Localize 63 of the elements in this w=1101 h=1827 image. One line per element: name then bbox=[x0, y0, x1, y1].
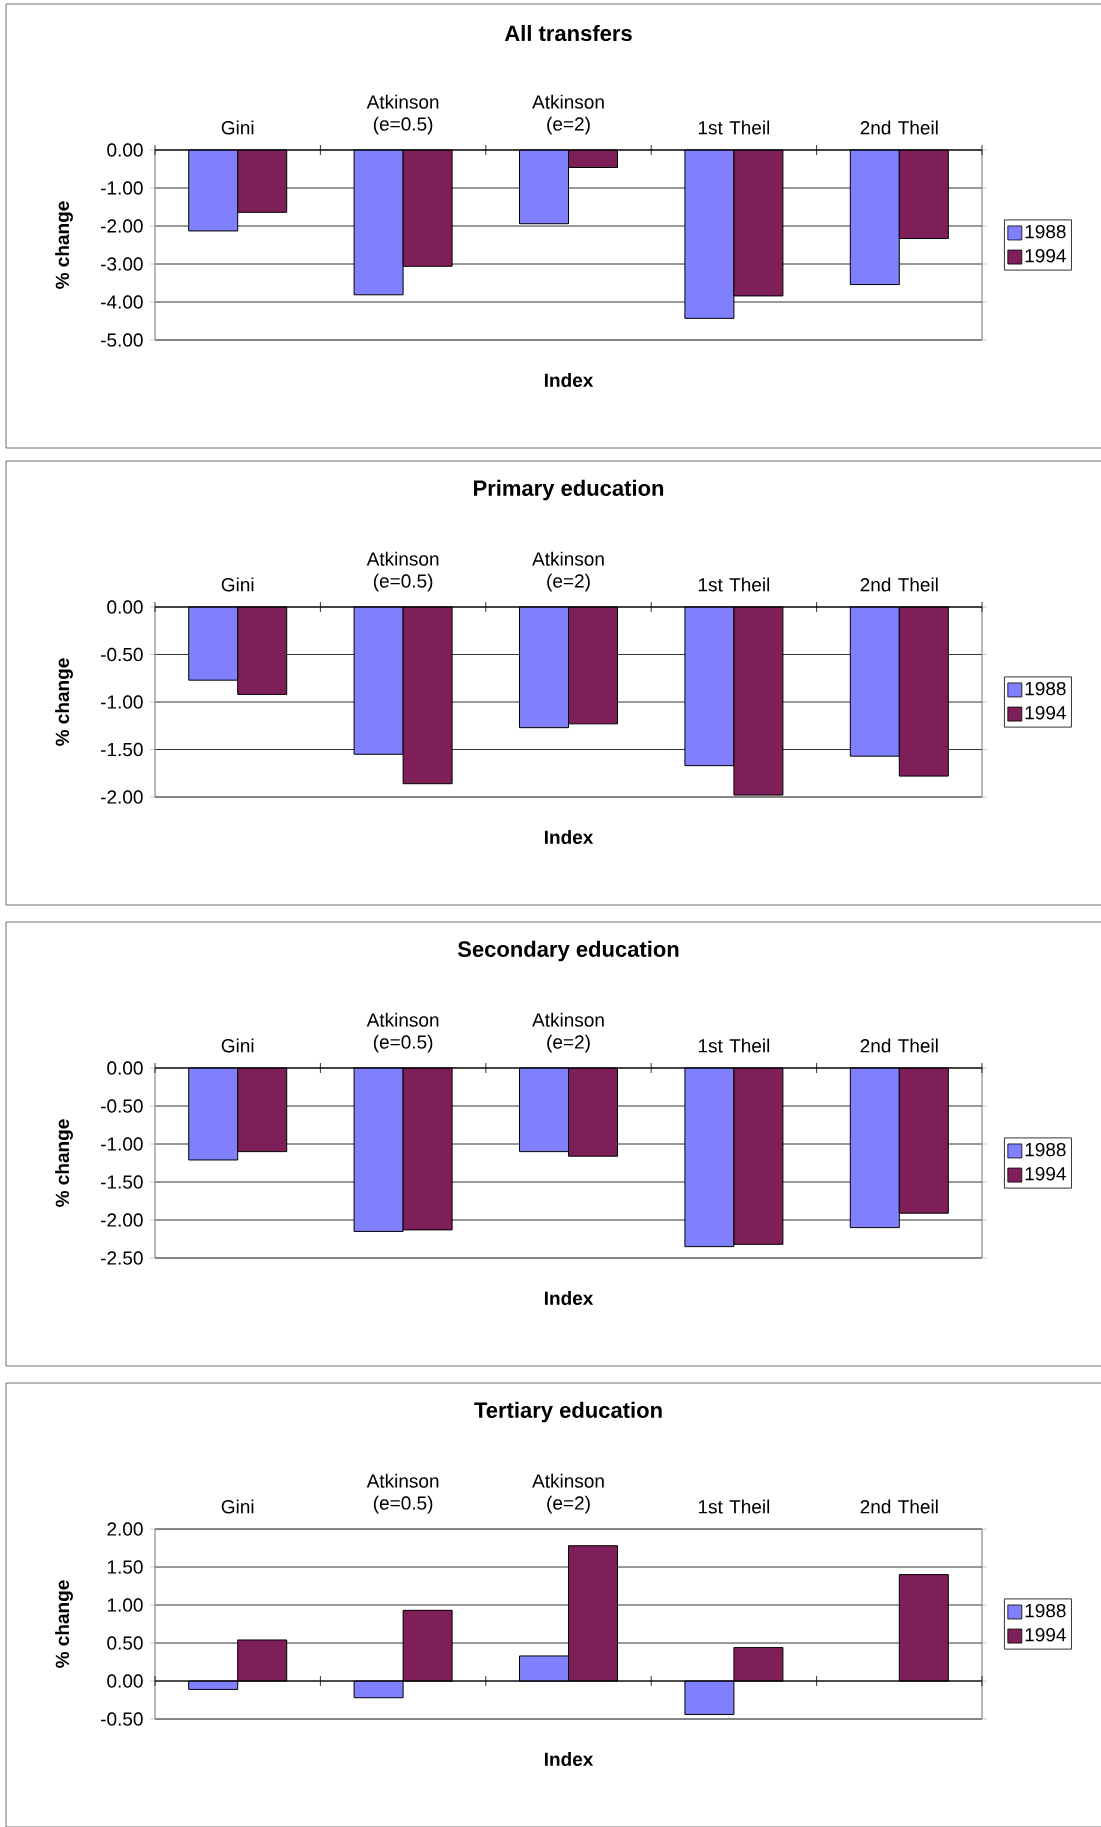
x-tick-label: Gini bbox=[221, 1499, 254, 1514]
y-tick-label: -1.00 bbox=[101, 181, 143, 195]
legend-label: 1994 bbox=[1025, 706, 1066, 720]
x-tick-label: Atkinson (e=2) bbox=[532, 1473, 604, 1514]
x-tick-label: 1st Theil bbox=[698, 1499, 770, 1514]
y-tick-label: -4.00 bbox=[101, 295, 143, 309]
legend-label: 1988 bbox=[1025, 1142, 1066, 1157]
x-axis-title: Index bbox=[544, 1752, 594, 1766]
x-axis-title: Index bbox=[544, 1291, 594, 1305]
x-tick-label: Gini bbox=[221, 577, 254, 592]
y-axis-title: % change bbox=[55, 658, 73, 746]
y-tick-label: 0.00 bbox=[107, 1674, 143, 1688]
x-tick-label: 2nd Theil bbox=[860, 120, 938, 135]
x-tick-label: Atkinson (e=2) bbox=[532, 551, 604, 592]
chart-title: Tertiary education bbox=[474, 1401, 662, 1423]
y-tick-label: 0.00 bbox=[107, 1061, 143, 1075]
x-tick-label: 1st Theil bbox=[698, 120, 770, 135]
legend-label: 1988 bbox=[1025, 224, 1066, 239]
y-axis-title: % change bbox=[55, 201, 73, 289]
x-tick-label: Atkinson (e=0.5) bbox=[366, 1473, 439, 1514]
y-tick-label: -2.00 bbox=[101, 790, 143, 804]
y-axis-title: % change bbox=[55, 1580, 73, 1668]
x-axis-title: Index bbox=[544, 830, 594, 844]
legend-label: 1988 bbox=[1025, 681, 1066, 696]
x-tick-label: 1st Theil bbox=[698, 577, 770, 592]
x-tick-label: 2nd Theil bbox=[860, 577, 938, 592]
y-tick-label: 0.00 bbox=[107, 143, 143, 157]
y-tick-label: -0.50 bbox=[101, 1099, 143, 1113]
y-tick-label: -2.00 bbox=[101, 219, 143, 233]
chart-title: All transfers bbox=[504, 24, 632, 42]
legend-label: 1994 bbox=[1025, 1628, 1066, 1642]
y-tick-label: 0.50 bbox=[107, 1636, 143, 1650]
y-tick-label: -1.50 bbox=[101, 1175, 143, 1189]
legend-label: 1994 bbox=[1025, 1167, 1066, 1181]
x-tick-label: Atkinson (e=2) bbox=[532, 94, 604, 135]
y-tick-label: 0.00 bbox=[107, 600, 143, 614]
y-tick-label: -1.00 bbox=[101, 695, 143, 709]
x-tick-label: 2nd Theil bbox=[860, 1499, 938, 1514]
y-tick-label: -5.00 bbox=[101, 333, 143, 347]
chart-title: Secondary education bbox=[457, 940, 679, 962]
x-tick-label: Gini bbox=[221, 120, 254, 135]
y-tick-label: -2.50 bbox=[101, 1251, 143, 1265]
y-tick-label: -1.00 bbox=[101, 1137, 143, 1151]
x-tick-label: Atkinson (e=2) bbox=[532, 1012, 604, 1053]
x-tick-label: Gini bbox=[221, 1038, 254, 1053]
x-tick-label: Atkinson (e=0.5) bbox=[366, 94, 439, 135]
y-tick-label: 1.00 bbox=[107, 1598, 143, 1612]
x-axis-title: Index bbox=[544, 373, 594, 387]
legend-label: 1988 bbox=[1025, 1603, 1066, 1618]
y-tick-label: -0.50 bbox=[101, 647, 143, 662]
x-tick-label: Atkinson (e=0.5) bbox=[366, 551, 439, 592]
x-tick-label: 1st Theil bbox=[698, 1038, 770, 1053]
y-tick-label: -1.50 bbox=[101, 742, 143, 757]
chart-title: Primary education bbox=[474, 479, 664, 501]
y-tick-label: -0.50 bbox=[101, 1712, 143, 1726]
legend-label: 1994 bbox=[1025, 249, 1066, 263]
y-axis-title: % change bbox=[55, 1119, 73, 1207]
y-tick-label: -2.00 bbox=[101, 1213, 143, 1227]
y-tick-label: 1.50 bbox=[107, 1560, 143, 1574]
y-tick-label: 2.00 bbox=[107, 1522, 143, 1536]
y-tick-label: -3.00 bbox=[101, 257, 143, 271]
x-tick-label: Atkinson (e=0.5) bbox=[366, 1012, 439, 1053]
x-tick-label: 2nd Theil bbox=[860, 1038, 938, 1053]
